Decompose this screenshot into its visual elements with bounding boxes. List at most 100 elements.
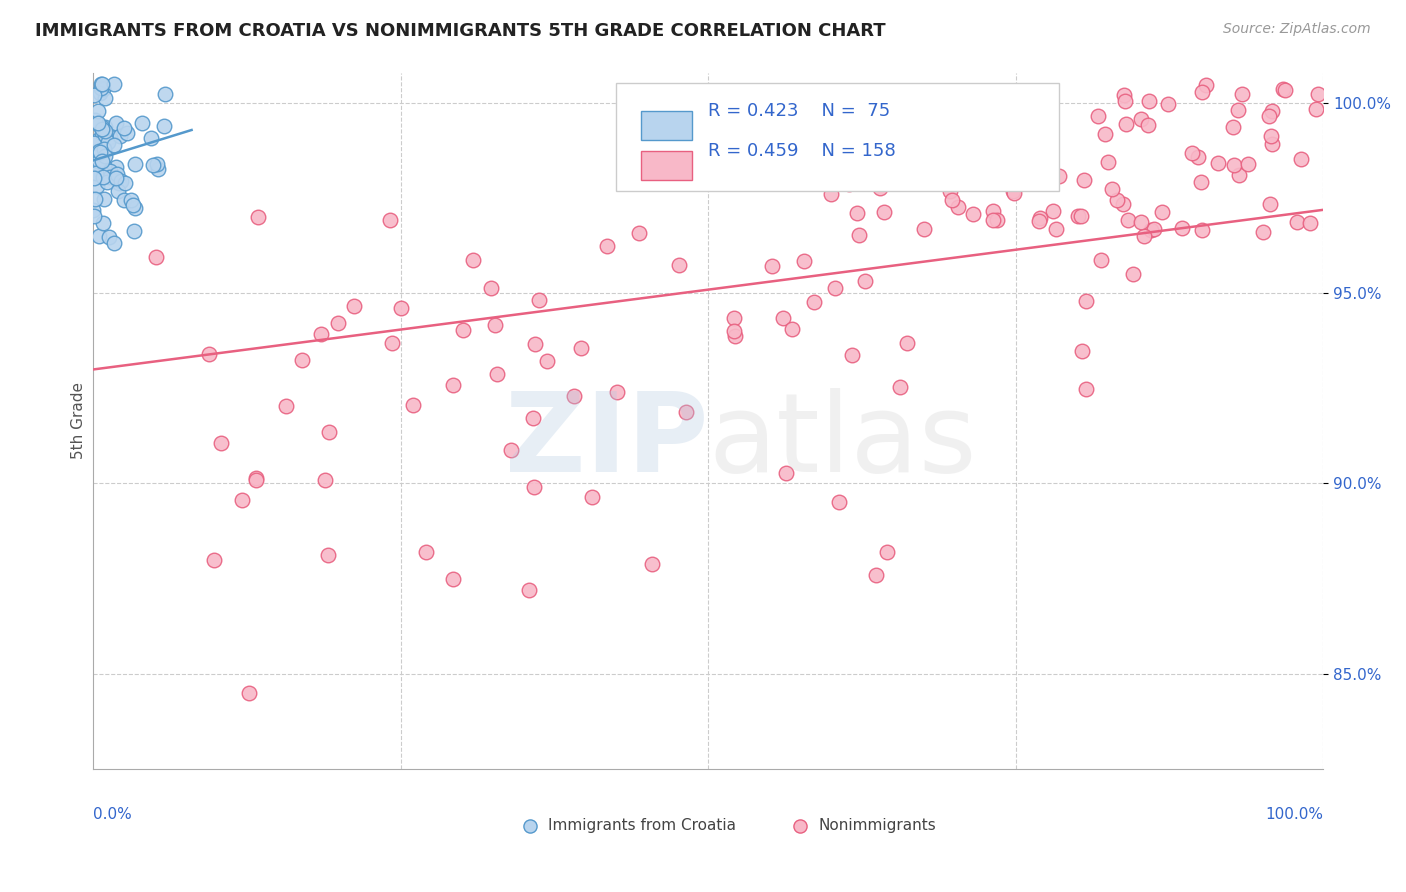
Point <box>91 169 114 184</box>
Point <box>146 161 169 176</box>
Point <box>962 207 984 221</box>
Point <box>1133 228 1156 243</box>
Point <box>453 323 475 337</box>
Point <box>872 97 894 112</box>
Point <box>461 252 484 267</box>
Point <box>1306 87 1329 101</box>
Point <box>1090 253 1112 268</box>
Point <box>93 128 115 142</box>
Point <box>198 346 221 360</box>
Point <box>89 229 111 244</box>
Text: atlas: atlas <box>709 388 977 495</box>
Point <box>122 224 145 238</box>
Point <box>761 260 783 274</box>
Point <box>86 179 108 194</box>
Point <box>981 204 1004 219</box>
Point <box>94 90 117 104</box>
Point <box>1189 175 1212 189</box>
Point <box>343 299 366 313</box>
Point <box>83 162 105 177</box>
Point <box>441 378 464 392</box>
Point <box>84 166 107 180</box>
Point <box>641 558 664 572</box>
Point <box>1251 225 1274 239</box>
Point <box>114 193 136 207</box>
Point <box>146 157 169 171</box>
Point <box>948 200 970 214</box>
Text: R = 0.423    N =  75: R = 0.423 N = 75 <box>709 103 890 120</box>
Point <box>1232 87 1254 102</box>
Point <box>108 176 131 190</box>
Point <box>1042 204 1064 219</box>
Point <box>91 120 114 135</box>
Point <box>89 118 111 132</box>
Point <box>91 126 114 140</box>
Point <box>1122 268 1144 282</box>
Text: Nonimmigrants: Nonimmigrants <box>818 818 936 833</box>
Point <box>1002 184 1025 198</box>
Point <box>524 337 547 351</box>
Point <box>93 159 115 173</box>
Point <box>124 202 146 216</box>
Point <box>793 253 815 268</box>
Point <box>1291 152 1313 166</box>
Point <box>202 552 225 566</box>
Point <box>114 176 136 190</box>
Point <box>1140 223 1163 237</box>
Point <box>1191 223 1213 237</box>
Point <box>1187 150 1209 164</box>
Point <box>1285 215 1308 229</box>
Point <box>1101 182 1123 196</box>
Point <box>484 318 506 332</box>
Point <box>522 410 544 425</box>
Point <box>90 121 112 136</box>
Point <box>84 156 107 170</box>
Point <box>935 93 957 107</box>
Point <box>956 111 979 125</box>
Point <box>1195 78 1218 92</box>
Text: IMMIGRANTS FROM CROATIA VS NONIMMIGRANTS 5TH GRADE CORRELATION CHART: IMMIGRANTS FROM CROATIA VS NONIMMIGRANTS… <box>35 22 886 40</box>
Point <box>605 385 627 400</box>
Point <box>723 310 745 325</box>
Point <box>876 545 898 559</box>
Point <box>1008 149 1031 163</box>
Point <box>441 572 464 586</box>
Point <box>1227 103 1250 117</box>
Point <box>643 126 665 140</box>
Point <box>634 132 657 146</box>
Point <box>83 148 105 162</box>
Point <box>291 353 314 368</box>
Point <box>91 216 114 230</box>
Point <box>1073 172 1095 186</box>
Point <box>104 161 127 175</box>
Point <box>131 116 153 130</box>
Point <box>1076 294 1098 309</box>
Point <box>1206 155 1229 169</box>
Point <box>94 124 117 138</box>
Point <box>381 336 404 351</box>
Point <box>238 685 260 699</box>
Point <box>1223 158 1246 172</box>
Point <box>562 388 585 402</box>
Point <box>139 131 162 145</box>
Point <box>939 184 962 198</box>
Point <box>90 152 112 166</box>
Point <box>1272 82 1295 96</box>
Point <box>84 192 107 206</box>
Point <box>124 157 146 171</box>
Point <box>846 206 869 220</box>
Point <box>94 120 117 134</box>
Point <box>865 104 887 119</box>
Point <box>941 194 963 208</box>
Point <box>105 167 128 181</box>
Point <box>1129 112 1152 126</box>
Point <box>1152 205 1174 219</box>
Point <box>723 325 745 339</box>
Point <box>1105 194 1128 208</box>
Point <box>98 229 121 244</box>
Point <box>1112 196 1135 211</box>
Text: 0.0%: 0.0% <box>93 807 132 822</box>
Point <box>94 149 117 163</box>
Point <box>209 436 232 450</box>
Point <box>724 329 747 343</box>
